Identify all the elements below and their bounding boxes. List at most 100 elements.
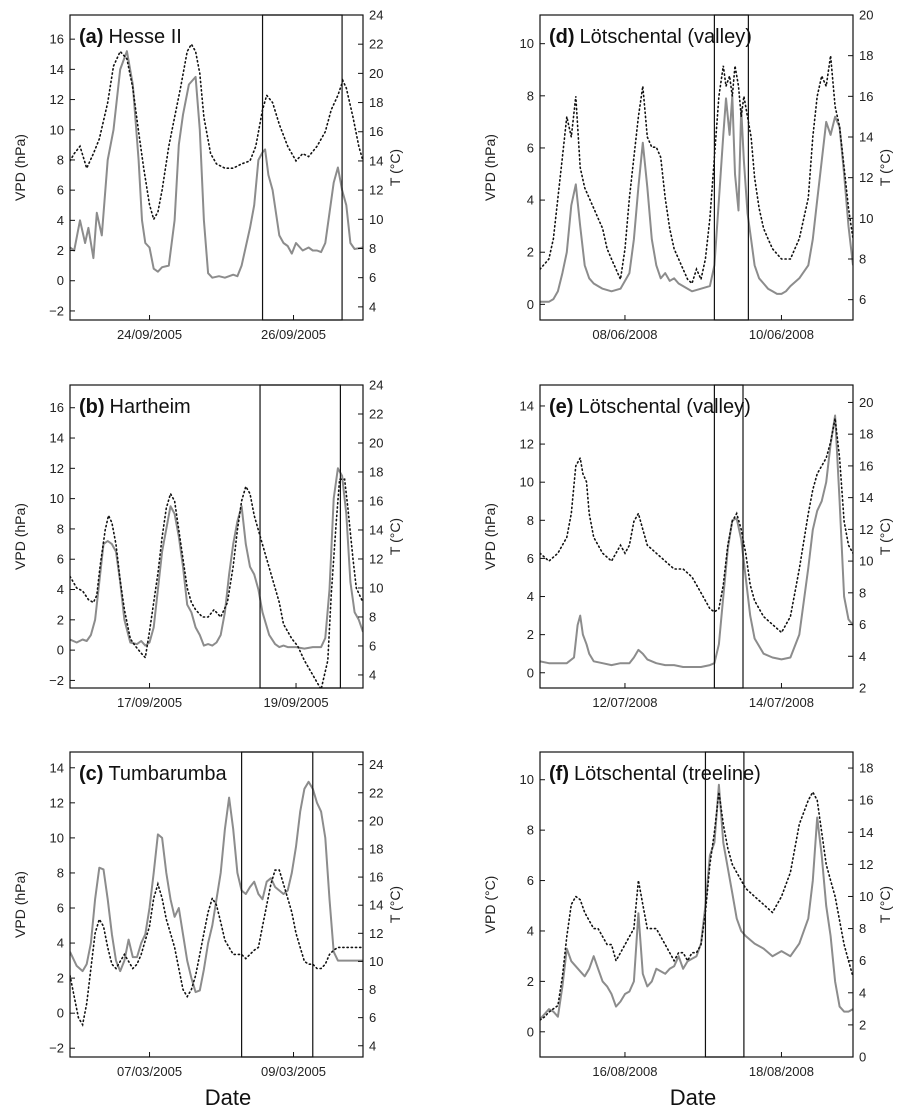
panel-f-right-tick-label: 8 xyxy=(859,921,866,936)
panel-f-left-tick-label: 2 xyxy=(527,974,534,989)
panel-a-left-tick-label: 12 xyxy=(50,92,64,107)
panel-e-right-tick-label: 12 xyxy=(859,522,873,537)
panel-e-plot-frame xyxy=(539,384,854,689)
panel-f-title-text: Lötschental (treeline) xyxy=(574,763,761,785)
panel-c-right-tick-label: 14 xyxy=(369,898,383,913)
panel-d-title-text: Lötschental (valley) xyxy=(580,26,752,48)
panel-a-right-tick-label: 14 xyxy=(369,153,383,168)
x-axis-title-left: Date xyxy=(205,1085,251,1110)
panel-c-left-tick-label: 14 xyxy=(50,760,64,775)
panel-f-right-tick-label: 12 xyxy=(859,857,873,872)
panel-e-right-tick-label: 20 xyxy=(859,395,873,410)
panel-a-left-tick-label: 4 xyxy=(57,213,64,228)
panel-f-left-tick-label: 8 xyxy=(527,823,534,838)
panel-a-highlight-window xyxy=(261,14,343,321)
panel-d-temperature-line xyxy=(540,55,853,285)
panel-a-right-tick-label: 24 xyxy=(369,8,383,23)
panel-a-left-tick-label: 2 xyxy=(57,243,64,258)
panel-d-right-tick-label: 20 xyxy=(859,8,873,23)
panel-e-left-tick-label: 8 xyxy=(527,513,534,528)
panel-a-left-tick-label: 16 xyxy=(50,32,64,47)
panel-c-left-tick-label: 4 xyxy=(57,936,64,951)
panel-d: 0 2 4 6 8 10 6 8 10 12 14 16 18 20 08/06/2008 10/06/200… xyxy=(482,8,893,343)
panel-d-left-tick-label: 10 xyxy=(520,36,534,51)
panel-b-plot-frame xyxy=(69,384,364,689)
panel-a-title: (a) Hesse II xyxy=(79,26,182,48)
panel-b-left-tick-label: −2 xyxy=(49,673,64,688)
panel-a-x-tick-label: 24/09/2005 xyxy=(117,327,182,342)
panel-b-left-tick-label: 6 xyxy=(57,552,64,567)
panel-e-right-axis-label: T (°C) xyxy=(877,518,893,555)
panel-c-right-axis-label: T (°C) xyxy=(387,886,403,923)
panel-d-x-tick-label: 10/06/2008 xyxy=(749,327,814,342)
panel-f-left-tick-label: 6 xyxy=(527,873,534,888)
panel-d-plot-frame xyxy=(539,14,854,321)
panel-c: −202468101214468101214161820222407/03/20… xyxy=(12,751,403,1079)
panel-a-x-tick-label: 26/09/2005 xyxy=(261,327,326,342)
panel-f-highlight-window xyxy=(704,751,745,1058)
panel-c-title-text: Tumbarumba xyxy=(108,763,227,785)
panel-b-right-tick-label: 12 xyxy=(369,551,383,566)
panel-c-left-tick-label: 2 xyxy=(57,971,64,986)
panel-a-right-tick-label: 8 xyxy=(369,241,376,256)
panel-e-right-tick-label: 14 xyxy=(859,490,873,505)
panel-b-left-tick-label: 8 xyxy=(57,521,64,536)
panel-a-right-tick-label: 10 xyxy=(369,212,383,227)
panel-d-right-tick-label: 6 xyxy=(859,292,866,307)
panel-f-right-tick-label: 2 xyxy=(859,1017,866,1032)
panel-b-left-tick-label: 14 xyxy=(50,431,64,446)
panel-c-left-tick-label: 8 xyxy=(57,865,64,880)
panel-d-right-tick-label: 14 xyxy=(859,130,873,145)
panel-a-right-tick-label: 4 xyxy=(369,299,376,314)
panel-e-x-tick-label: 12/07/2008 xyxy=(592,695,657,710)
panel-c-right-tick-label: 16 xyxy=(369,870,383,885)
panel-d-left-tick-label: 2 xyxy=(527,245,534,260)
panel-f-right-tick-label: 18 xyxy=(859,761,873,776)
panel-c-title-letter: (c) xyxy=(79,763,103,785)
panel-e-temperature-line xyxy=(540,418,853,634)
panel-a-right-tick-label: 16 xyxy=(369,124,383,139)
x-axis-title-right: Date xyxy=(670,1085,716,1110)
panel-c-right-tick-label: 20 xyxy=(369,813,383,828)
panel-d-right-tick-label: 8 xyxy=(859,252,866,267)
panel-e-title-letter: (e) xyxy=(549,396,573,418)
panel-f-title-letter: (f) xyxy=(549,763,569,785)
panel-f-left-tick-label: 4 xyxy=(527,923,534,938)
panel-f-vpd-line xyxy=(540,783,853,1020)
panel-c-right-tick-label: 18 xyxy=(369,841,383,856)
panel-f: 0 2 4 6 8 10 0 2 4 6 8 10 12 14 16 18 16/08/2008 18/08/20… xyxy=(482,751,893,1079)
panel-c-right-tick-label: 4 xyxy=(369,1038,376,1053)
panel-d-left-axis-label: VPD (hPa) xyxy=(482,134,498,201)
panel-d-vpd-line xyxy=(540,94,853,303)
panel-b-right-tick-label: 14 xyxy=(369,522,383,537)
panel-b-right-tick-label: 18 xyxy=(369,464,383,479)
panel-c-right-tick-label: 22 xyxy=(369,785,383,800)
panel-e-left-tick-label: 4 xyxy=(527,589,534,604)
panel-a-temperature-line xyxy=(70,42,363,222)
panel-b-vpd-line xyxy=(70,467,363,650)
panel-e-x-tick-label: 14/07/2008 xyxy=(749,695,814,710)
panel-a-right-tick-label: 6 xyxy=(369,270,376,285)
panel-f-left-tick-label: 0 xyxy=(527,1024,534,1039)
panel-e-left-tick-label: 12 xyxy=(520,437,534,452)
panel-e-right-tick-label: 6 xyxy=(859,617,866,632)
panel-f-plot-frame xyxy=(539,751,854,1058)
panel-e-left-tick-label: 2 xyxy=(527,627,534,642)
panel-d-right-axis-label: T (°C) xyxy=(877,149,893,186)
panel-c-right-tick-label: 8 xyxy=(369,982,376,997)
panel-f-temperature-line xyxy=(540,790,853,1021)
panel-d-left-tick-label: 6 xyxy=(527,140,534,155)
panel-f-right-axis-label: T (°C) xyxy=(877,886,893,923)
panel-d-right-tick-label: 10 xyxy=(859,211,873,226)
panel-c-right-tick-label: 10 xyxy=(369,954,383,969)
panel-f-left-axis-label: VPD (°C) xyxy=(482,876,498,934)
panel-c-left-tick-label: 0 xyxy=(57,1006,64,1021)
panel-f-x-tick-label: 16/08/2008 xyxy=(592,1064,657,1079)
panel-e-left-axis-label: VPD (hPa) xyxy=(482,503,498,570)
panel-e-vpd-line xyxy=(540,414,853,668)
panel-b-title: (b) Hartheim xyxy=(79,396,191,418)
panel-b-left-tick-label: 2 xyxy=(57,612,64,627)
panel-c-right-tick-label: 24 xyxy=(369,757,383,772)
panel-e-title: (e) Lötschental (valley) xyxy=(549,396,751,418)
